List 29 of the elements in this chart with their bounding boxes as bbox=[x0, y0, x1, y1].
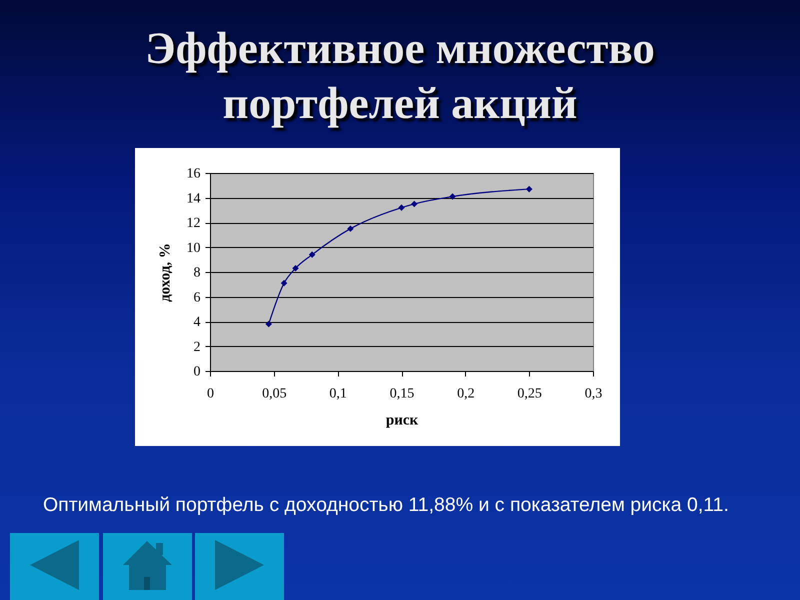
y-tick-label: 2 bbox=[194, 340, 200, 355]
y-tick-label: 14 bbox=[186, 191, 200, 206]
x-tick-label: 0,15 bbox=[390, 386, 414, 402]
x-tick-label: 0,2 bbox=[457, 386, 475, 402]
point bbox=[398, 204, 405, 211]
x-tick-label: 0,1 bbox=[329, 386, 347, 402]
y-axis-title: доход, % bbox=[158, 243, 174, 302]
x-tick-label: 0,3 bbox=[584, 386, 602, 402]
x-tick-label: 0,25 bbox=[517, 386, 542, 402]
chart-title: Эффективное множество портфелей акций bbox=[144, 22, 656, 130]
y-tick-label: 8 bbox=[194, 266, 200, 280]
point bbox=[411, 200, 418, 208]
x-axis-title: риск bbox=[386, 412, 418, 428]
x-tick-label: 0 bbox=[207, 386, 214, 402]
point bbox=[280, 280, 288, 286]
y-tick-label: 6 bbox=[194, 290, 200, 306]
text: Оптимальный портфель с доходностью 11,88% и с показателем риска 0,11. bbox=[43, 494, 729, 517]
point bbox=[292, 265, 299, 272]
point bbox=[449, 193, 456, 200]
x-tick-label: 0,05 bbox=[262, 386, 287, 402]
y-tick-label: 4 bbox=[194, 315, 200, 330]
y-tick-label: 16 bbox=[186, 166, 200, 182]
point bbox=[308, 251, 316, 258]
point bbox=[347, 225, 354, 232]
y-tick-label: 0 bbox=[194, 364, 200, 380]
y-tick-label: 10 bbox=[186, 240, 200, 256]
point bbox=[526, 186, 532, 192]
y-tick-label: 12 bbox=[186, 216, 200, 231]
point bbox=[265, 320, 272, 328]
